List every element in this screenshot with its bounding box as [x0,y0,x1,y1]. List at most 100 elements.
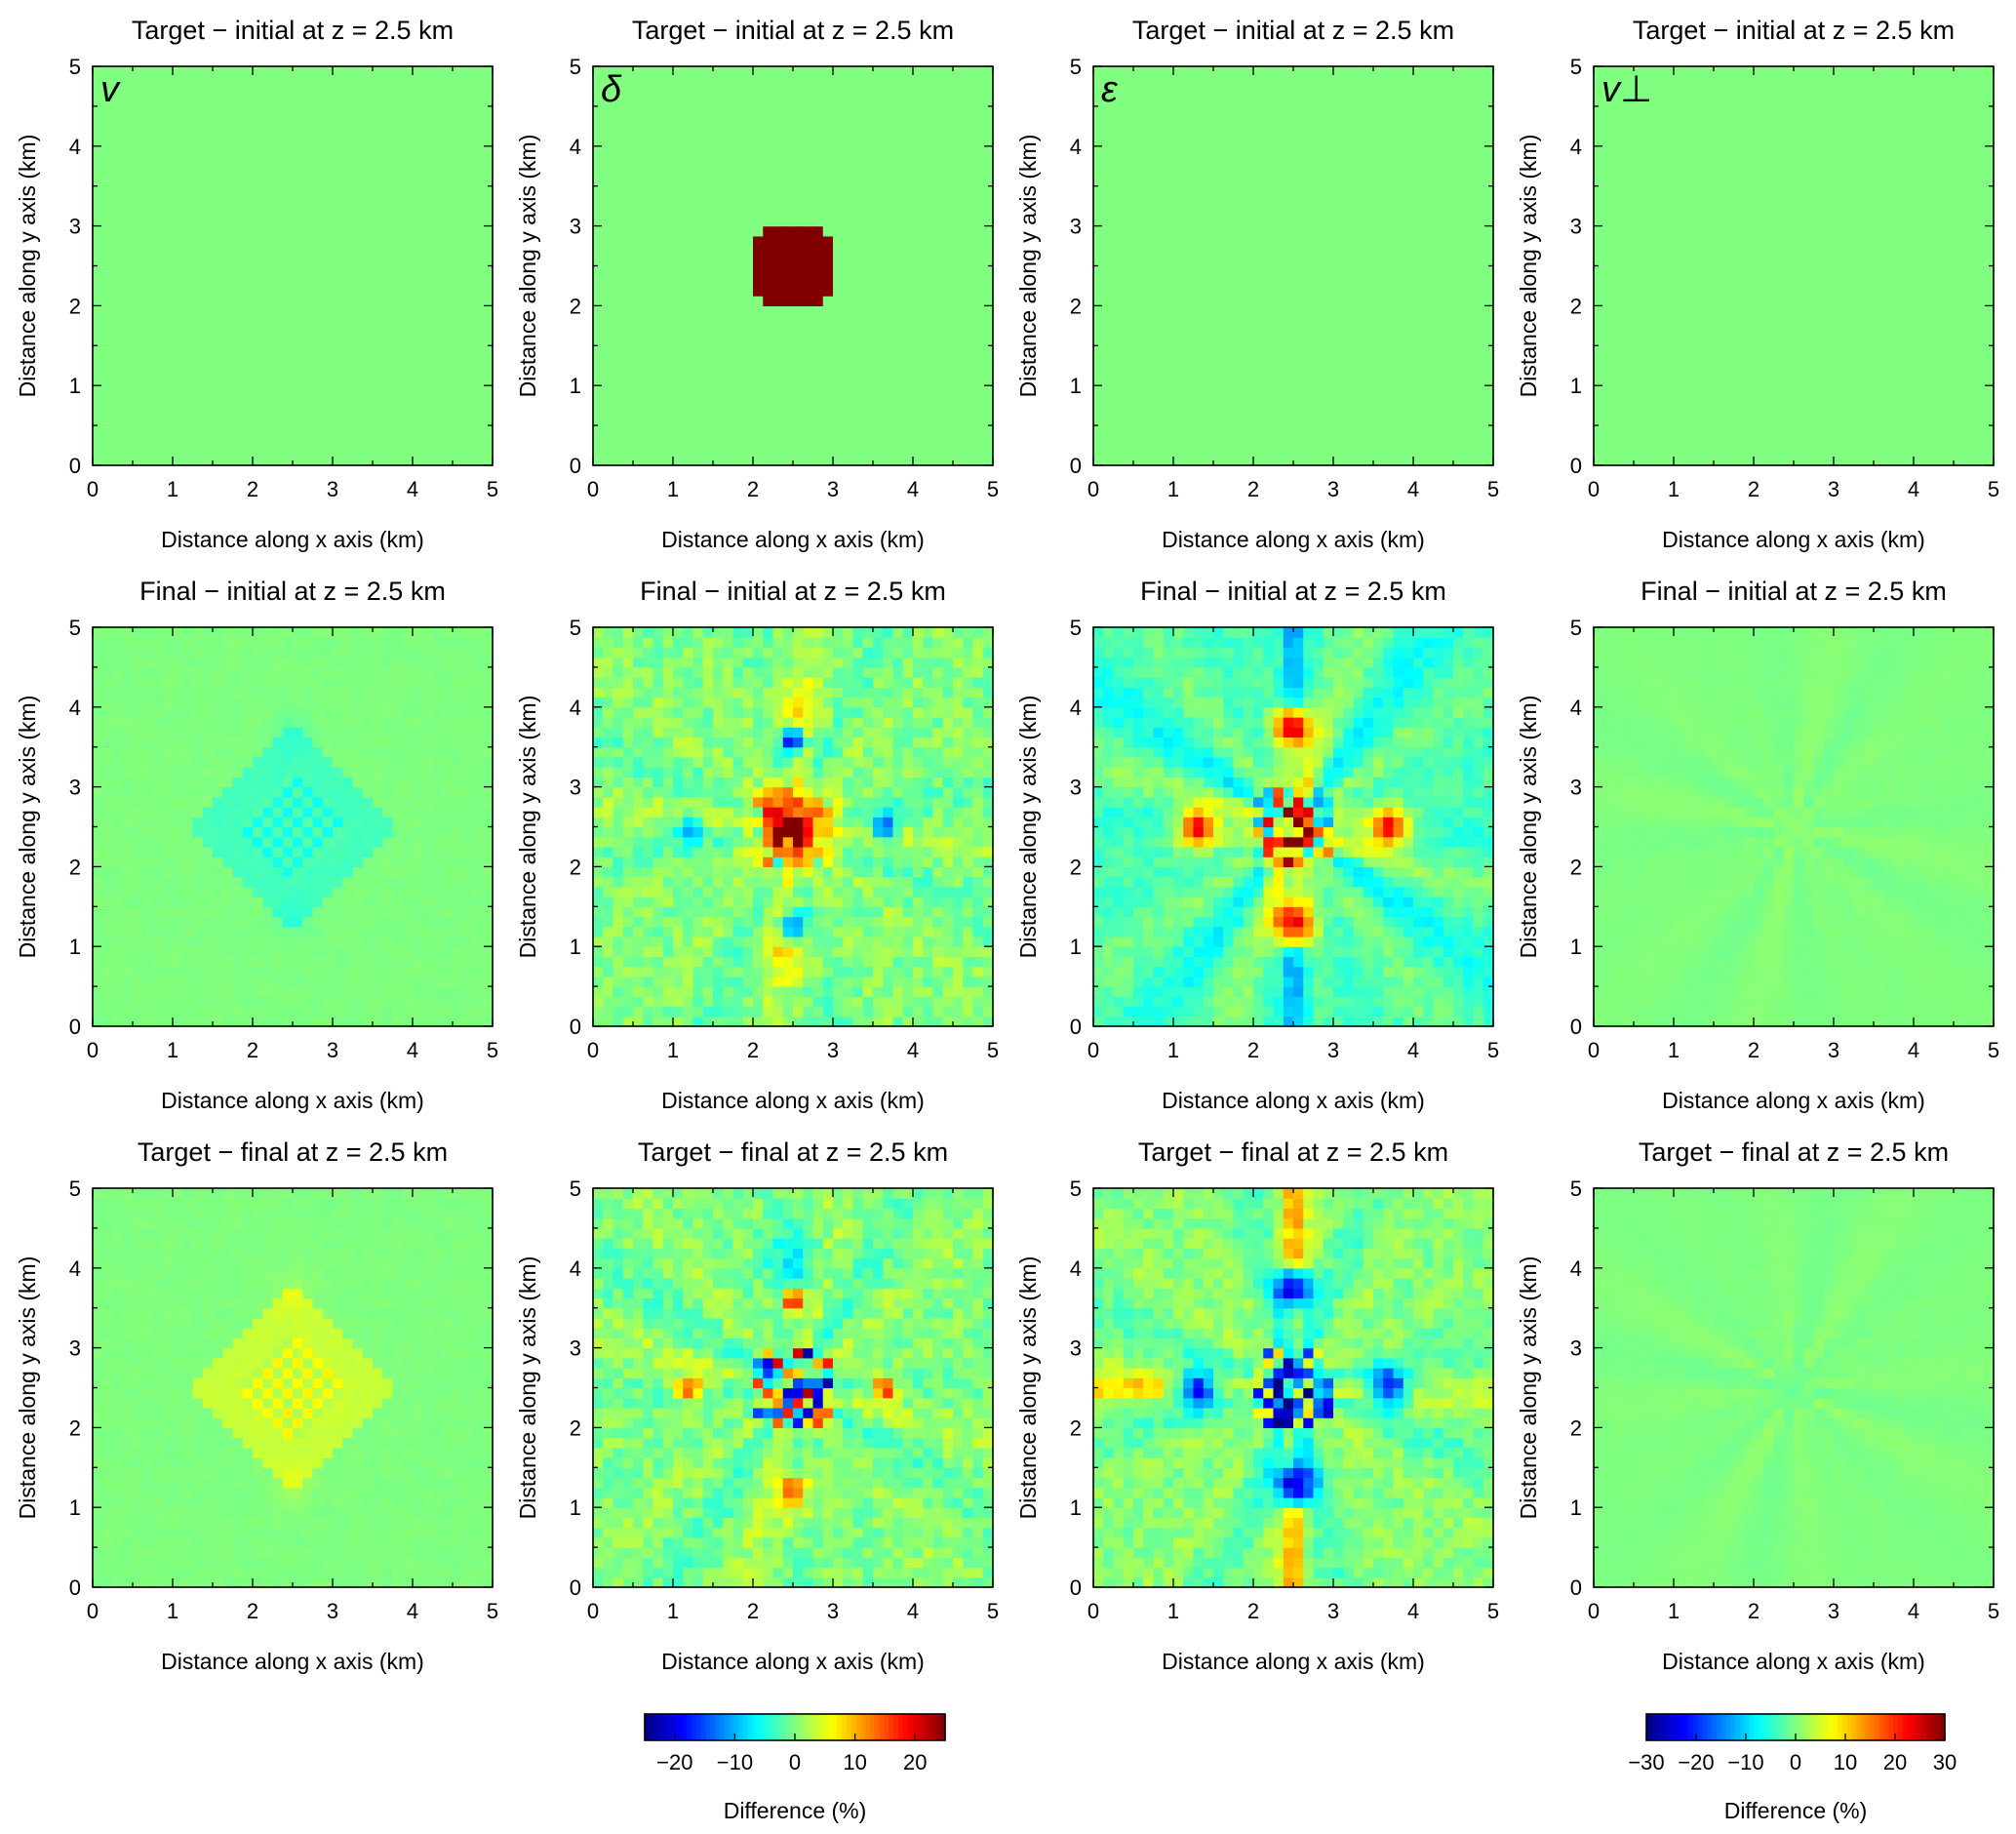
heatmap-cell [1093,196,1104,207]
heatmap-cell [1204,305,1214,316]
heatmap-cell [213,416,223,426]
heatmap-cell [1204,246,1214,257]
heatmap-cell [1383,425,1394,436]
heatmap-cell [693,156,704,167]
heatmap-cell [973,326,984,337]
heatmap-cell [93,266,103,277]
heatmap-cell [703,106,714,117]
heatmap-cell [843,246,853,257]
heatmap-cell [133,316,143,327]
heatmap-cell [873,256,884,266]
heatmap-cell [593,395,604,406]
heatmap-cell [1354,137,1364,147]
heatmap-cell [623,446,634,457]
heatmap-cell [783,305,794,316]
heatmap-cell [963,336,973,346]
heatmap-cell [713,116,724,127]
heatmap-cell [983,366,994,377]
heatmap-cell [293,266,303,277]
heatmap-cell [373,336,383,346]
heatmap-cell [262,266,273,277]
heatmap-cell [683,66,693,77]
heatmap-cell [1154,86,1165,97]
heatmap-cell [182,416,193,426]
heatmap-cell [843,146,853,157]
heatmap-cell [1103,186,1114,197]
heatmap-cell [422,86,433,97]
heatmap-cell [1333,66,1344,77]
heatmap-cell [483,366,494,377]
heatmap-cell [973,345,984,356]
heatmap-cell [1394,137,1404,147]
heatmap-cell [433,456,444,466]
heatmap-cell [973,395,984,406]
heatmap-cell [843,345,853,356]
heatmap-cell [863,336,874,346]
heatmap-cell [1263,456,1274,466]
heatmap-cell [743,97,754,107]
heatmap-cell [1234,305,1245,316]
heatmap-cell [1364,206,1374,217]
heatmap-cell [1474,156,1484,167]
heatmap-cell [243,416,254,426]
heatmap-cell [833,86,844,97]
heatmap-cell [1394,236,1404,247]
heatmap-cell [733,246,744,257]
heatmap-cell [342,316,353,327]
heatmap-cell [1333,106,1344,117]
heatmap-cell [953,106,964,117]
heatmap-cell [1213,446,1224,457]
heatmap-cell [963,305,973,316]
heatmap-cell [1263,345,1274,356]
heatmap-cell [903,66,914,77]
heatmap-cell [243,186,254,197]
heatmap-cell [1354,456,1364,466]
heatmap-cell [323,266,334,277]
heatmap-cell [873,86,884,97]
heatmap-cell [1423,146,1434,157]
heatmap-cell [843,456,853,466]
heatmap-cell [653,356,664,367]
heatmap-cell [743,186,754,197]
heatmap-cell [413,356,423,367]
heatmap-cell [473,86,484,97]
heatmap-cell [1303,336,1314,346]
heatmap-cell [653,66,664,77]
heatmap-cell [142,435,153,446]
heatmap-cell [1263,216,1274,226]
heatmap-cell [1183,326,1194,337]
heatmap-cell [1154,336,1165,346]
heatmap-cell [1143,345,1154,356]
heatmap-cell [823,166,834,177]
heatmap-cell [1333,266,1344,277]
heatmap-cell [222,166,233,177]
heatmap-cell [833,66,844,77]
heatmap-cell [793,146,804,157]
heatmap-cell [1594,446,1604,457]
heatmap-cell [923,406,933,417]
heatmap-cell [253,137,263,147]
heatmap-cell [1293,236,1304,247]
heatmap-cell [1183,356,1194,367]
heatmap-cell [603,276,613,287]
heatmap-cell [1274,156,1285,167]
heatmap-cell [683,276,693,287]
heatmap-cell [983,276,994,287]
heatmap-cell [1164,206,1174,217]
heatmap-cell [293,116,303,127]
heatmap-cell [113,446,124,457]
heatmap-cell [382,156,393,167]
heatmap-cell [363,116,374,127]
heatmap-cell [213,336,223,346]
heatmap-cell [283,97,294,107]
heatmap-cell [353,305,364,316]
heatmap-cell [113,305,124,316]
heatmap-cell [1423,206,1434,217]
heatmap-cell [1474,276,1484,287]
heatmap-cell [1093,146,1104,157]
heatmap-cell [283,296,294,306]
heatmap-cell [302,395,313,406]
heatmap-cell [883,316,893,327]
heatmap-cell [933,345,944,356]
heatmap-cell [203,425,214,436]
